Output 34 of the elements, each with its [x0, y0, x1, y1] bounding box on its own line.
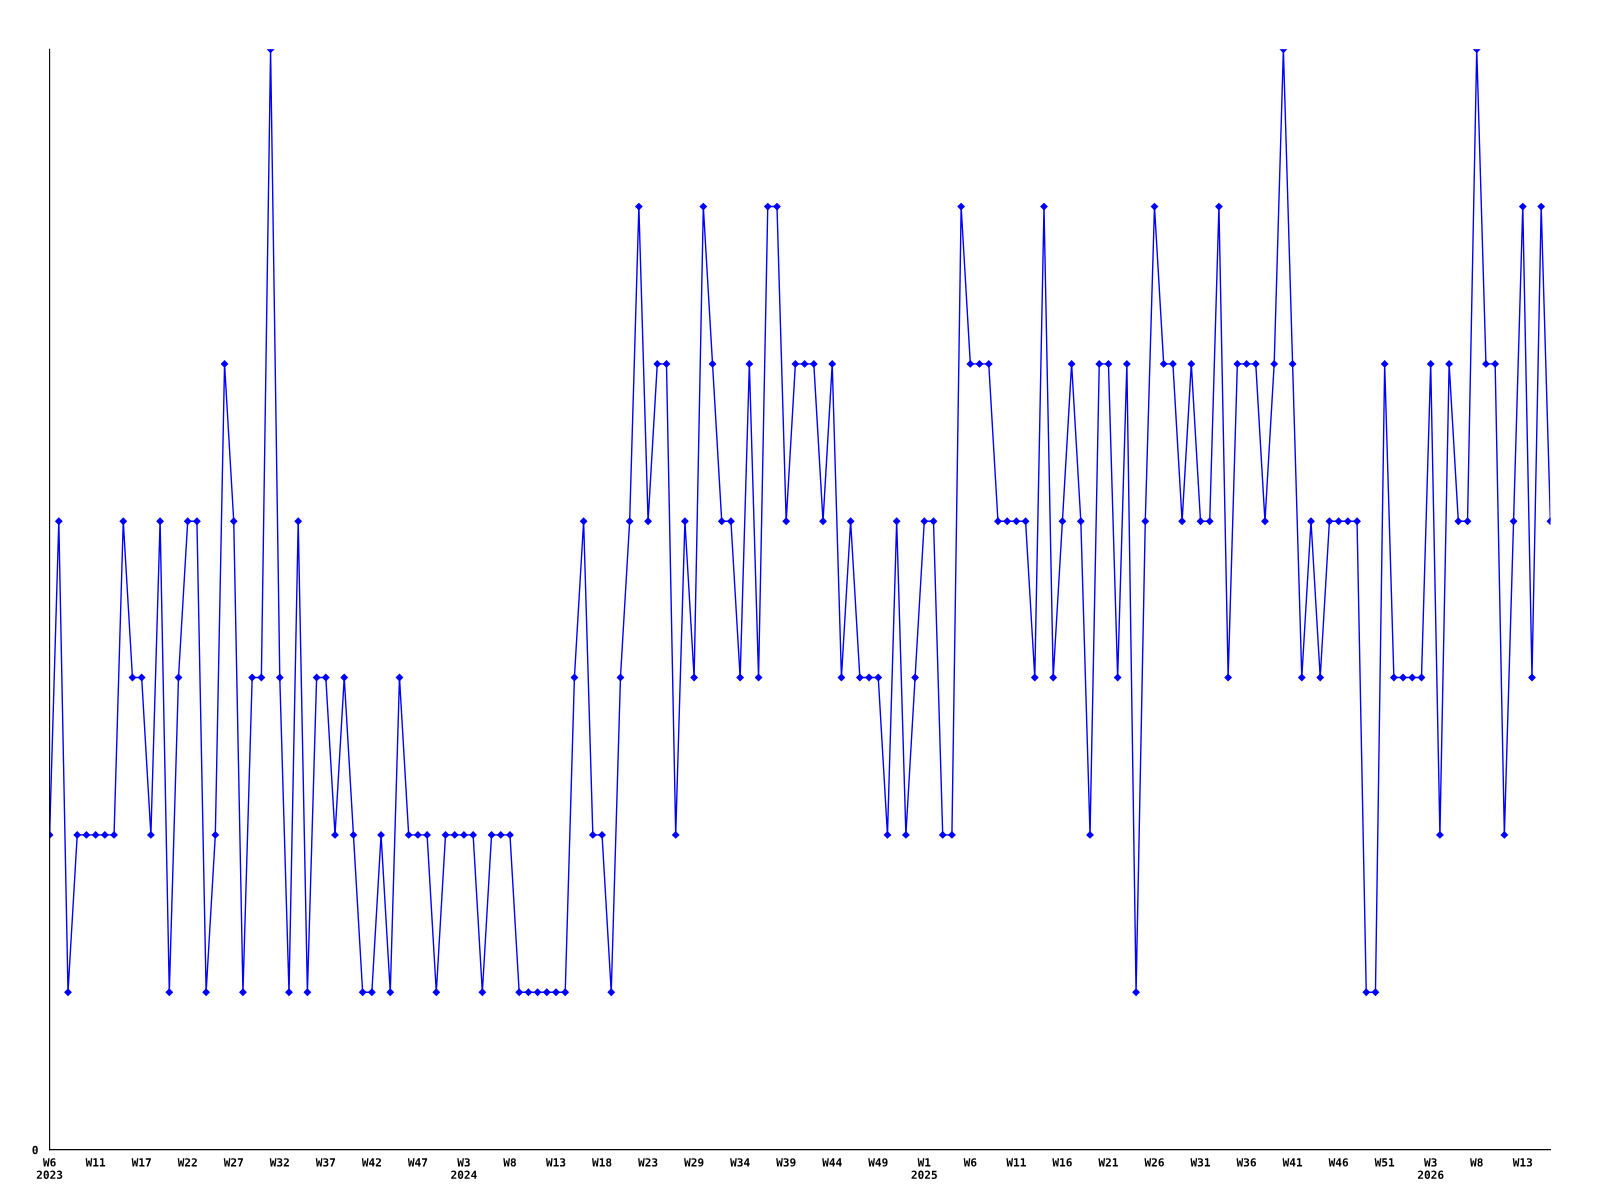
x-tick-label: W44	[822, 1158, 842, 1167]
x-tick-label: W8	[1470, 1158, 1483, 1167]
x-tick-label: W42	[361, 1158, 381, 1167]
x-tick-label: W17	[131, 1158, 151, 1167]
x-tick-label: W1 2025	[911, 1158, 937, 1179]
x-tick-label: W8	[503, 1158, 516, 1167]
x-tick-label: W3 2024	[451, 1158, 477, 1179]
x-tick-label: W49	[868, 1158, 888, 1167]
x-tick-label: W46	[1328, 1158, 1349, 1167]
x-tick-label: W39	[776, 1158, 796, 1167]
x-tick-label: W34	[730, 1158, 750, 1167]
x-tick-label: W29	[684, 1158, 704, 1167]
x-tick-label: W23	[638, 1158, 658, 1167]
x-tick-label: W13	[545, 1158, 566, 1167]
x-tick-label: W32	[269, 1158, 289, 1167]
text: 0	[32, 1145, 38, 1155]
x-tick-label: W11	[85, 1158, 106, 1167]
x-tick-label: W41	[1282, 1158, 1303, 1167]
x-tick-label: W3 2026	[1417, 1158, 1444, 1179]
x-tick-label: W6 2023	[36, 1158, 63, 1179]
x-tick-label: W22	[177, 1158, 197, 1167]
x-tick-label: W31	[1190, 1158, 1211, 1167]
x-tick-label: W37	[315, 1158, 336, 1167]
x-tick-label: W36	[1236, 1158, 1256, 1167]
x-tick-label: W51	[1374, 1158, 1395, 1167]
x-tick-label: W18	[592, 1158, 612, 1167]
x-tick-label: W6	[963, 1158, 977, 1167]
x-tick-label: W13	[1512, 1158, 1533, 1167]
x-tick-label: W47	[407, 1158, 428, 1167]
x-tick-label: W27	[223, 1158, 243, 1167]
x-tick-label: W16	[1052, 1158, 1072, 1167]
x-tick-label: W11	[1006, 1158, 1026, 1167]
x-tick-label: W26	[1144, 1158, 1164, 1167]
x-tick-label: W21	[1098, 1158, 1118, 1167]
